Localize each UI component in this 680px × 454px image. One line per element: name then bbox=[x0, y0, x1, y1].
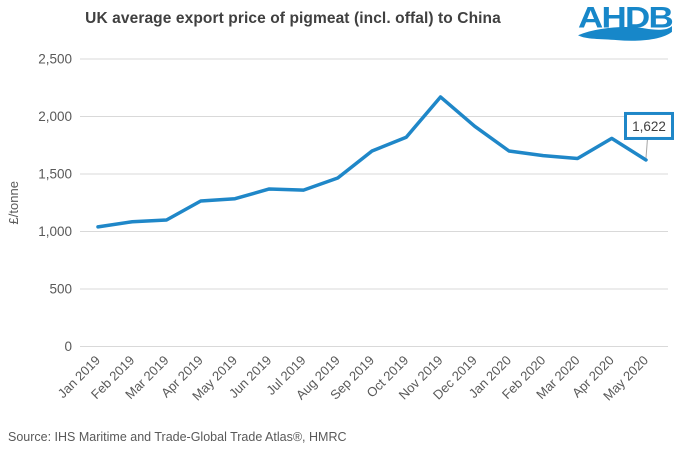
annotation-label: 1,622 bbox=[632, 119, 666, 134]
y-tick-label: 1,000 bbox=[38, 224, 72, 239]
source-note: Source: IHS Maritime and Trade-Global Tr… bbox=[8, 430, 347, 444]
chart-title: UK average export price of pigmeat (incl… bbox=[85, 10, 501, 27]
series-group bbox=[96, 95, 648, 229]
price-line-chart: 0 500 1,000 1,500 2,000 2,500 £/tonne Jan 2019… bbox=[6, 52, 674, 404]
ahdb-logo-svg: AHDB bbox=[578, 1, 674, 41]
y-tick-label: 2,000 bbox=[38, 109, 72, 124]
annotation-box bbox=[624, 111, 674, 140]
y-tick-label: 500 bbox=[49, 282, 72, 297]
y-tick-label: 0 bbox=[64, 339, 72, 354]
y-tick-label: 2,500 bbox=[38, 52, 72, 67]
ahdb-logo-wave bbox=[578, 25, 672, 41]
annotation-leader-line bbox=[645, 138, 648, 159]
annotation-group: 1,622 bbox=[624, 111, 674, 159]
price-line bbox=[96, 95, 648, 229]
y-axis-title: £/tonne bbox=[6, 181, 21, 224]
chart-header: UK average export price of pigmeat (incl… bbox=[0, 0, 680, 46]
y-axis-labels-group: 0 500 1,000 1,500 2,000 2,500 £/tonne bbox=[6, 52, 72, 355]
ahdb-logo: AHDB bbox=[576, 1, 674, 46]
gridlines-group bbox=[80, 58, 668, 347]
y-tick-label: 1,500 bbox=[38, 167, 72, 182]
